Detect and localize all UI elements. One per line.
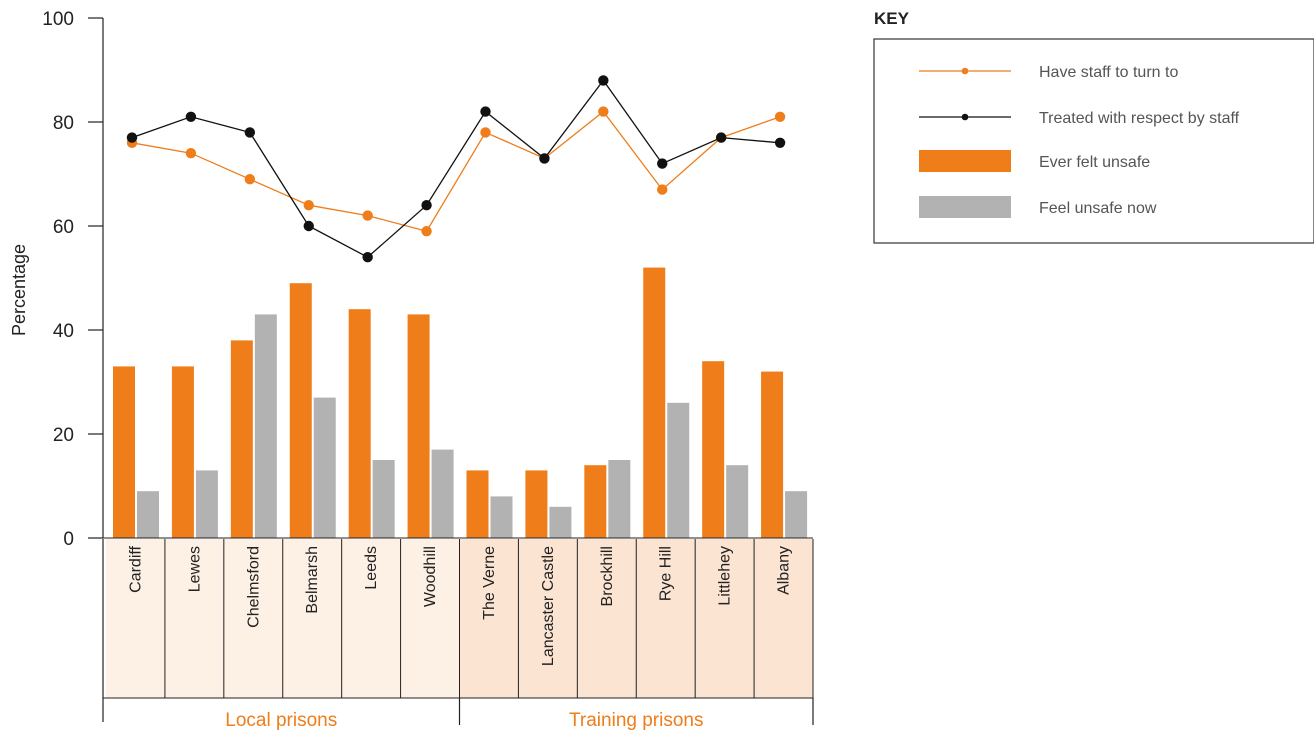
category-band-lewes — [164, 539, 224, 698]
legend-label-treated-with-respect-by-staff: Treated with respect by staff — [1039, 110, 1240, 127]
category-band-the-verne — [459, 539, 519, 698]
category-label-albany: Albany — [776, 546, 793, 595]
line-treated-with-respect-by-staff — [131, 79, 781, 258]
bar-feel-unsafe-now-brockhill — [608, 460, 631, 538]
category-label-belmarsh: Belmarsh — [304, 546, 321, 614]
category-band-woodhill — [400, 539, 460, 698]
bar-ever-felt-unsafe-chelmsford — [230, 340, 253, 538]
legend-swatch-feel-unsafe-now — [919, 196, 1011, 218]
lines-layer — [126, 75, 786, 263]
point-treated-with-respect-by-staff-leeds — [362, 252, 373, 263]
legend-label-ever-felt-unsafe: Ever felt unsafe — [1039, 154, 1150, 171]
point-have-staff-to-turn-to-lewes — [185, 148, 197, 159]
bar-ever-felt-unsafe-belmarsh — [289, 283, 312, 538]
point-treated-with-respect-by-staff-chelmsford — [244, 127, 256, 138]
bar-feel-unsafe-now-woodhill — [431, 449, 454, 538]
y-tick-label-20: 20 — [53, 425, 74, 446]
bar-feel-unsafe-now-rye-hill — [667, 402, 690, 538]
x-axis-groups: Local prisons Training prisons — [102, 539, 814, 731]
point-have-staff-to-turn-to-albany — [774, 111, 786, 123]
category-band-albany — [754, 539, 813, 698]
y-axis: 0 20 40 60 80 100 — [42, 9, 813, 550]
category-label-littlehey: Littlehey — [717, 546, 734, 606]
y-tick-label-0: 0 — [63, 529, 74, 550]
point-have-staff-to-turn-to-rye-hill — [657, 184, 668, 195]
point-have-staff-to-turn-to-brockhill — [598, 106, 609, 117]
category-label-lancaster-castle: Lancaster Castle — [540, 546, 557, 666]
bar-feel-unsafe-now-lancaster-castle — [549, 506, 572, 538]
bar-ever-felt-unsafe-the-verne — [466, 470, 489, 538]
point-have-staff-to-turn-to-belmarsh — [303, 200, 314, 211]
bar-feel-unsafe-now-albany — [785, 491, 808, 538]
category-band-belmarsh — [282, 539, 342, 698]
bar-ever-felt-unsafe-leeds — [348, 309, 371, 538]
point-have-staff-to-turn-to-the-verne — [480, 127, 491, 138]
bar-ever-felt-unsafe-brockhill — [584, 465, 607, 538]
bar-feel-unsafe-now-belmarsh — [313, 397, 336, 538]
legend-items: Have staff to turn to Treated with respec… — [919, 64, 1240, 218]
category-label-rye-hill: Rye Hill — [658, 546, 675, 601]
point-treated-with-respect-by-staff-rye-hill — [657, 158, 668, 169]
category-label-woodhill: Woodhill — [422, 546, 439, 607]
bars-layer — [113, 267, 808, 538]
point-treated-with-respect-by-staff-lancaster-castle — [539, 153, 550, 164]
bar-ever-felt-unsafe-lewes — [171, 366, 194, 538]
category-label-lewes: Lewes — [186, 546, 203, 592]
bar-feel-unsafe-now-lewes — [195, 470, 218, 538]
bar-ever-felt-unsafe-albany — [761, 371, 784, 538]
category-label-cardiff: Cardiff — [127, 545, 144, 592]
category-label-brockhill: Brockhill — [599, 546, 616, 606]
y-tick-label-80: 80 — [53, 113, 74, 134]
legend-title: KEY — [874, 9, 910, 28]
bar-ever-felt-unsafe-littlehey — [702, 361, 725, 538]
bar-feel-unsafe-now-the-verne — [490, 496, 513, 538]
point-treated-with-respect-by-staff-belmarsh — [303, 220, 314, 232]
point-treated-with-respect-by-staff-brockhill — [598, 75, 609, 86]
point-treated-with-respect-by-staff-littlehey — [715, 132, 727, 143]
category-label-chelmsford: Chelmsford — [245, 546, 262, 628]
point-have-staff-to-turn-to-woodhill — [421, 226, 432, 237]
point-have-staff-to-turn-to-chelmsford — [244, 174, 256, 185]
category-band-cardiff — [106, 539, 165, 698]
category-band-brockhill — [577, 539, 637, 698]
group-label-local-prisons: Local prisons — [225, 710, 337, 731]
bar-feel-unsafe-now-littlehey — [726, 465, 749, 538]
category-band-littlehey — [695, 539, 755, 698]
category-band-rye-hill — [636, 539, 696, 698]
category-band-chelmsford — [223, 539, 283, 698]
y-tick-label-40: 40 — [53, 321, 74, 342]
point-treated-with-respect-by-staff-lewes — [185, 111, 197, 123]
legend-label-have-staff-to-turn-to: Have staff to turn to — [1039, 64, 1178, 81]
y-tick-label-100: 100 — [42, 9, 74, 30]
category-band-lancaster-castle — [518, 539, 578, 698]
legend-label-feel-unsafe-now: Feel unsafe now — [1039, 200, 1157, 217]
legend: KEY Have staff to turn to Treated with re… — [873, 9, 1314, 244]
bar-ever-felt-unsafe-lancaster-castle — [525, 470, 548, 538]
y-axis-title: Percentage — [9, 244, 29, 336]
group-label-training-prisons: Training prisons — [569, 710, 703, 731]
line-have-staff-to-turn-to — [131, 110, 781, 232]
legend-box — [873, 38, 1314, 244]
category-label-the-verne: The Verne — [481, 546, 498, 620]
point-treated-with-respect-by-staff-the-verne — [480, 106, 491, 117]
bar-feel-unsafe-now-chelmsford — [254, 314, 277, 538]
bar-feel-unsafe-now-leeds — [372, 460, 395, 538]
bar-feel-unsafe-now-cardiff — [137, 491, 159, 538]
bar-ever-felt-unsafe-cardiff — [113, 366, 135, 538]
point-have-staff-to-turn-to-leeds — [362, 210, 373, 221]
x-axis-categories: Cardiff Lewes Chelmsford Belmarsh Leeds Woodh… — [127, 545, 792, 666]
legend-marker-have-staff-to-turn-to — [961, 67, 969, 75]
category-group-bands — [106, 539, 814, 698]
bar-ever-felt-unsafe-woodhill — [407, 314, 430, 538]
legend-marker-treated-with-respect-by-staff — [961, 113, 969, 121]
category-label-leeds: Leeds — [363, 546, 380, 590]
y-tick-label-60: 60 — [53, 217, 74, 238]
point-treated-with-respect-by-staff-albany — [774, 137, 786, 148]
point-treated-with-respect-by-staff-woodhill — [421, 200, 432, 211]
point-treated-with-respect-by-staff-cardiff — [126, 132, 138, 143]
bar-ever-felt-unsafe-rye-hill — [643, 267, 666, 538]
category-band-leeds — [341, 539, 401, 698]
legend-swatch-ever-felt-unsafe — [919, 150, 1011, 172]
